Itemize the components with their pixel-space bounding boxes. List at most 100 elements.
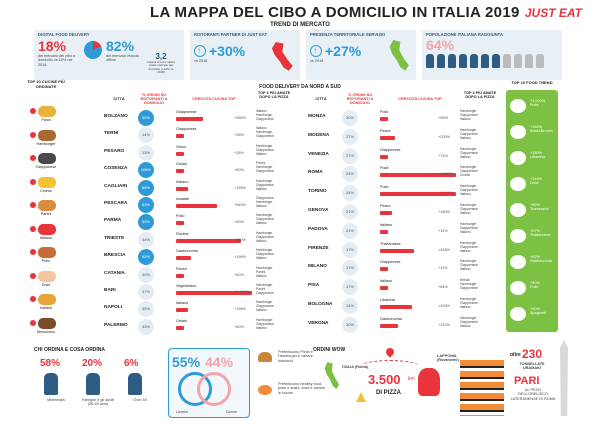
trend-name: Poké <box>530 103 539 107</box>
rank-dot <box>30 272 36 279</box>
food-icon <box>38 270 56 282</box>
men-label: Uomini <box>176 410 188 414</box>
growth-bar <box>380 248 414 253</box>
trend-food-icon <box>510 307 526 321</box>
growth-value: +1.000% <box>438 191 454 196</box>
city-name: BOLZANO <box>104 114 128 119</box>
kpi-partners-value: +30% <box>209 43 246 59</box>
trend-value: +184% <box>530 125 542 129</box>
trend-value: +99% <box>530 203 540 207</box>
cuisine-label: Cinese <box>40 188 52 193</box>
top3-list: Hamburger Giapponese Italiano <box>256 178 274 191</box>
trend-item: +67% Thailandese <box>530 229 551 237</box>
food-icon <box>38 153 56 164</box>
pct-circle: 24% <box>342 166 358 183</box>
growth-cuisine: Greco <box>176 144 187 149</box>
wow-over: oltre <box>510 352 521 358</box>
growth-bar <box>176 256 192 261</box>
food-trend-title: TOP 10 FOOD TREND <box>511 80 553 85</box>
growth-bar <box>380 135 396 140</box>
top3-list: Hamburger Giapponese Italiano <box>460 297 478 309</box>
pct-circle: 13% <box>138 144 154 161</box>
wow-tonnes-desc: TONNELLATE URAMAKI <box>519 362 545 371</box>
growth-bar <box>176 273 184 278</box>
pct-circle: 62% <box>138 249 154 266</box>
growth-cuisine: Giapponese <box>176 127 197 132</box>
growth-bar <box>176 238 242 243</box>
pct-circle: 37% <box>138 284 154 300</box>
trend-value: +50% <box>530 281 540 285</box>
cuisine-label: Indiano <box>39 306 53 310</box>
gender-women-pct: 44% <box>205 354 234 370</box>
pct-circle: 86% <box>138 179 154 196</box>
arrow-up-icon: ↑ <box>194 45 206 57</box>
person-icon <box>86 373 100 395</box>
pct-circle: 60% <box>138 110 154 126</box>
top3-list: Hamburger Panini Giapponese <box>256 283 274 295</box>
growth-bar <box>176 151 184 156</box>
cuisine-label: Italiano <box>39 235 53 240</box>
growth-bar <box>176 134 184 139</box>
wow-pizza: DI PIZZA <box>376 390 401 396</box>
rank-dot <box>30 296 36 302</box>
who-label: Famiglie e gli adulti (36-45 anni) <box>81 398 115 407</box>
trend-name: Bowl&Brunch <box>530 129 553 133</box>
trend-food-icon <box>510 229 526 243</box>
santa-icon <box>418 368 440 396</box>
growth-cuisine: Italiano <box>380 279 393 284</box>
city-name: NAPOLI <box>104 305 123 311</box>
growth-bar <box>380 192 456 197</box>
top3-list: Hamburger Giapponese Italiano <box>256 300 274 313</box>
wow-tonnes: 230 <box>522 347 543 361</box>
food-icon <box>38 317 56 329</box>
growth-cuisine: Italiano <box>380 222 393 227</box>
top3-list: Hamburger Giapponese Italiano <box>460 184 478 197</box>
pref-2: Preferiscono healthy food, poke e sushi,… <box>278 382 326 395</box>
pct-circle: 30% <box>342 110 358 126</box>
kpi-partners: RISTORANTI PARTNER DI JUST EAT ↑ +30% vs… <box>190 30 300 80</box>
growth-bar <box>176 169 184 174</box>
kpi-partners-label: RISTORANTI PARTNER DI JUST EAT <box>194 32 268 37</box>
trend-name: Pollo <box>530 285 539 289</box>
rank-dot <box>30 249 36 255</box>
growth-bar <box>176 204 218 208</box>
city-name: GENOVA <box>308 208 329 213</box>
cuisine-label: Giapponese <box>35 165 57 169</box>
who-pct: 20% <box>82 358 103 369</box>
growth-value: +60% <box>234 324 244 329</box>
growth-value: +156% <box>234 307 246 312</box>
women-label: Donne <box>226 410 238 414</box>
trend-value: +67% <box>530 229 540 233</box>
growth-cuisine: Pesce <box>380 204 391 208</box>
city-name: PESARO <box>104 148 125 154</box>
growth-cuisine: Thailandese <box>380 241 401 246</box>
growth-bar <box>380 173 456 178</box>
trend-title: TREND DI MERCATO <box>270 22 330 28</box>
kpi-presence-value: +27% <box>325 43 362 59</box>
top3-list: Giapponese Hamburger Italiano <box>256 196 274 208</box>
kpi-money: 3,2 <box>155 52 167 61</box>
growth-value: +200% <box>438 134 450 139</box>
trend-item: +50% Pollo <box>530 281 540 289</box>
col-city: CITTÀ <box>113 97 125 101</box>
top3-list: Panini Hamburger Giapponese <box>256 161 274 174</box>
growth-cuisine: Pesce <box>380 128 391 133</box>
top3-list: Hamburger Giapponese Italiano <box>256 248 274 261</box>
top3-list: Hamburger Giapponese Italiano <box>256 143 274 156</box>
growth-cuisine: Giapponese <box>380 260 401 265</box>
city-name: PARMA <box>104 218 122 224</box>
rank-dot <box>30 178 36 185</box>
trend-food-icon <box>510 255 526 269</box>
rank-dot <box>30 202 36 208</box>
city-name: PESCARA <box>104 201 128 206</box>
food-icon <box>38 129 56 141</box>
growth-value: +420% <box>438 304 450 308</box>
kpi-population-value: 64% <box>426 37 455 53</box>
growth-cuisine: Gastronomia <box>380 316 402 321</box>
growth-bar <box>380 154 388 159</box>
pct-circle: 17% <box>342 260 358 277</box>
growth-cuisine: Pollo <box>380 110 389 114</box>
growth-bar <box>176 325 184 330</box>
page-title: LA MAPPA DEL CIBO A DOMICILIO IN ITALIA … <box>150 4 520 21</box>
col-city-r: CITTÀ <box>315 97 327 101</box>
